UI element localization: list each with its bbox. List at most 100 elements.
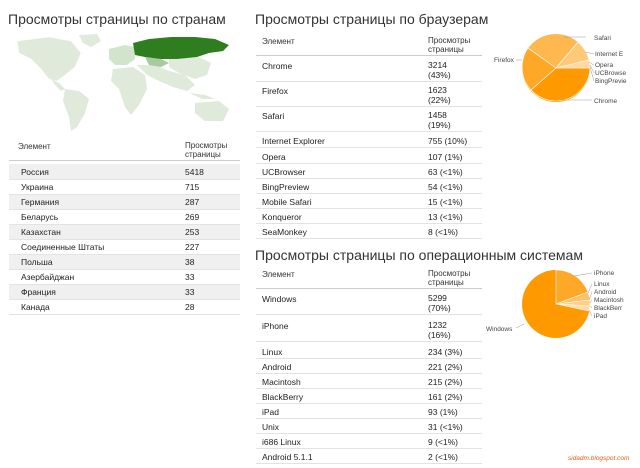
row-name: Internet Explorer (262, 136, 325, 146)
world-map (9, 31, 239, 137)
row-pct: (70%) (428, 303, 451, 313)
row-value: 161 (2%) (428, 392, 463, 402)
table-row: Android 5.1.1 2 (<1%) (256, 449, 482, 464)
row-pct: (16%) (428, 330, 451, 340)
row-value: 1232 (428, 320, 447, 330)
row-name: Казахстан (21, 227, 61, 237)
table-row: Украина 715 (9, 180, 240, 195)
row-pct: (43%) (428, 70, 451, 80)
row-name: Android 5.1.1 (262, 452, 313, 462)
row-value: 33 (185, 287, 195, 297)
row-value: 93 (1%) (428, 407, 458, 417)
row-name: Соединенные Штаты (21, 242, 105, 252)
table-row: Unix 31 (<1%) (256, 419, 482, 434)
row-value: 715 (185, 182, 200, 192)
row-value: 287 (185, 197, 200, 207)
row-value: 5299 (428, 293, 447, 303)
row-value: 31 (<1%) (428, 422, 463, 432)
pie-label: Internet E (595, 51, 624, 58)
table-row: Mobile Safari 15 (<1%) (256, 194, 482, 209)
pie-label: Chrome (594, 98, 618, 105)
table-row: UCBrowser 63 (<1%) (256, 164, 482, 179)
row-value: 63 (<1%) (428, 167, 463, 177)
row-name: Россия (21, 167, 49, 177)
pie-label: iPad (594, 313, 607, 320)
table-row: Android 221 (2%) (256, 359, 482, 374)
os-title: Просмотры страницы по операционным систе… (255, 247, 583, 263)
pie-label: Linux (594, 281, 610, 288)
table-row: Канада 28 (9, 300, 240, 315)
row-pct: (22%) (428, 95, 451, 105)
table-row: i686 Linux 9 (<1%) (256, 434, 482, 449)
row-value: 1623 (428, 85, 447, 95)
row-value: 33 (185, 272, 195, 282)
os-table-header: Элемент Просмотры страницы (256, 266, 482, 289)
browsers-table: Chrome 3214 (43%) Firefox 1623 (22%) Saf… (256, 58, 482, 239)
row-value: 1458 (428, 110, 447, 120)
row-value: 8 (<1%) (428, 227, 458, 237)
countries-table-header: Элемент Просмотры страницы (9, 138, 240, 161)
row-value: 13 (<1%) (428, 212, 463, 222)
table-row: Opera 107 (1%) (256, 149, 482, 164)
table-row: Macintosh 215 (2%) (256, 374, 482, 389)
row-value: 269 (185, 212, 200, 222)
row-name: BingPreview (262, 182, 310, 192)
row-name: Польша (21, 257, 53, 267)
row-name: Windows (262, 294, 297, 304)
table-row: Соединенные Штаты 227 (9, 240, 240, 255)
watermark: sidadm.blogspot.com (568, 455, 630, 462)
row-value: 215 (2%) (428, 377, 463, 387)
os-pie: iPhone Linux Android Macintosh BlackBerr… (486, 269, 624, 338)
row-name: Германия (21, 197, 60, 207)
row-name: Франция (21, 287, 56, 297)
table-row: Германия 287 (9, 195, 240, 210)
row-value: 253 (185, 227, 200, 237)
table-row: Konqueror 13 (<1%) (256, 209, 482, 224)
col-element: Элемент (18, 142, 51, 151)
row-value: 755 (10%) (428, 136, 468, 146)
countries-title: Просмотры страницы по странам (8, 11, 226, 27)
pie-label: Opera (595, 62, 613, 69)
col-views-2: страницы (428, 45, 464, 54)
row-name: Linux (262, 347, 283, 357)
pie-label: Firefox (494, 57, 515, 64)
row-value: 234 (3%) (428, 347, 463, 357)
table-row: Firefox 1623 (22%) (256, 83, 482, 107)
pie-label: Windows (486, 326, 513, 333)
row-name: Mobile Safari (262, 197, 312, 207)
pie-label: BlackBerr (594, 305, 623, 312)
table-row: Internet Explorer 755 (10%) (256, 133, 482, 148)
row-name: Азербайджан (21, 272, 75, 282)
row-name: UCBrowser (262, 167, 306, 177)
pie-label: iPhone (594, 270, 615, 277)
row-value: 28 (185, 302, 195, 312)
col-views-1: Просмотры (428, 269, 471, 278)
table-row: Беларусь 269 (9, 210, 240, 225)
row-value: 54 (<1%) (428, 182, 463, 192)
row-name: iPhone (262, 321, 289, 331)
os-table: Windows 5299 (70%) iPhone 1232 (16%) Lin… (256, 291, 482, 464)
row-value: 221 (2%) (428, 362, 463, 372)
table-row: Польша 38 (9, 255, 240, 270)
row-name: Macintosh (262, 377, 301, 387)
table-row: iPhone 1232 (16%) (256, 318, 482, 342)
row-name: Chrome (262, 61, 293, 71)
table-row: Windows 5299 (70%) (256, 291, 482, 315)
row-value: 2 (<1%) (428, 452, 458, 462)
row-name: iPad (262, 407, 280, 417)
row-name: Беларусь (21, 212, 59, 222)
row-name: Safari (262, 111, 285, 121)
row-value: 5418 (185, 167, 204, 177)
row-name: Канада (21, 302, 50, 312)
table-row: iPad 93 (1%) (256, 404, 482, 419)
pie-label: UCBrowse (595, 70, 626, 77)
table-row: BlackBerry 161 (2%) (256, 389, 482, 404)
col-element: Элемент (262, 37, 295, 46)
col-views-2: страницы (185, 150, 221, 159)
row-name: Konqueror (262, 212, 302, 222)
row-name: Unix (262, 422, 280, 432)
table-row: Safari 1458 (19%) (256, 108, 482, 132)
row-value: 9 (<1%) (428, 437, 458, 447)
browsers-title: Просмотры страницы по браузерам (255, 11, 489, 27)
browsers-table-header: Элемент Просмотры страницы (256, 33, 482, 56)
